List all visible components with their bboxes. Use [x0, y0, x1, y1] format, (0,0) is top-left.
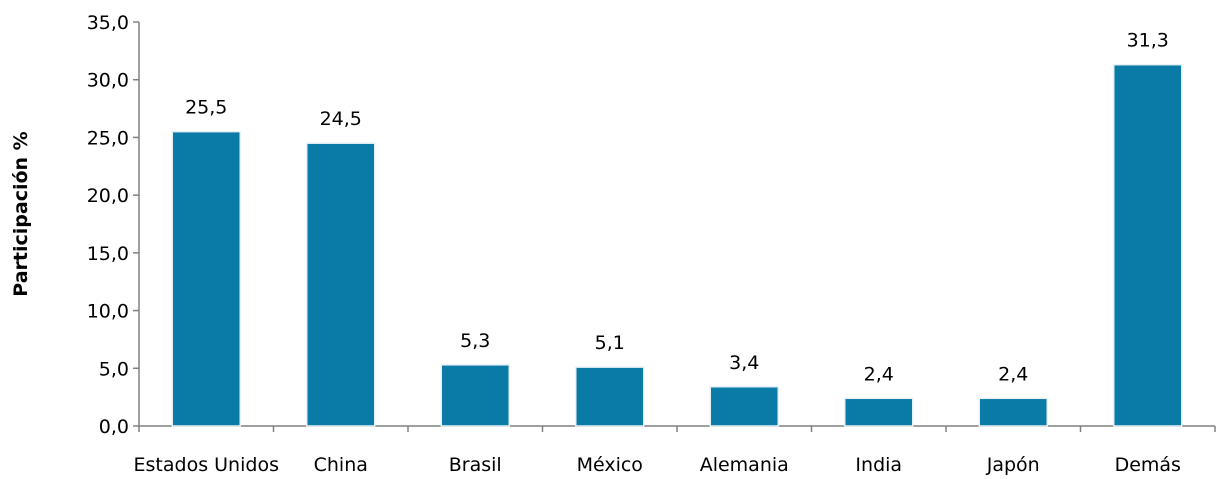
y-axis: 0,0 5,0 10,0 15,0 20,0 25,0 30,0 35,0 [87, 12, 140, 438]
data-label: 5,1 [595, 332, 625, 354]
bar-estados-unidos [171, 130, 241, 427]
y-tick-label: 25,0 [87, 127, 129, 149]
x-tick-label: Demás [1115, 454, 1181, 476]
x-tick-label: China [314, 454, 368, 476]
bar-series [171, 63, 1183, 427]
bar-brasil [440, 364, 510, 427]
y-tick-label: 30,0 [87, 70, 129, 92]
x-tick-label: México [577, 454, 643, 476]
data-label: 2,4 [998, 363, 1028, 385]
data-label: 31,3 [1127, 30, 1169, 52]
y-tick-label: 35,0 [87, 12, 129, 34]
bar-m-xico [575, 366, 645, 427]
y-axis-title: Participación % [10, 131, 32, 296]
x-tick-label: Japón [986, 454, 1040, 476]
data-label: 24,5 [320, 108, 362, 130]
data-label: 3,4 [729, 352, 759, 374]
bar-alemania [709, 386, 779, 427]
bar-china [306, 142, 376, 427]
x-tick-label: Alemania [700, 454, 789, 476]
data-label: 25,5 [185, 97, 227, 119]
data-label: 5,3 [460, 330, 490, 352]
bar-jap-n [978, 397, 1048, 427]
x-tick-label: India [855, 454, 902, 476]
x-tick-label: Estados Unidos [134, 454, 279, 476]
bar-india [844, 397, 914, 427]
data-labels: 25,5 24,5 5,3 5,1 3,4 2,4 2,4 31,3 [185, 30, 1169, 386]
y-tick-label: 15,0 [87, 243, 129, 265]
x-tick-label: Brasil [449, 454, 502, 476]
y-tick-label: 5,0 [99, 358, 129, 380]
y-tick-label: 20,0 [87, 185, 129, 207]
y-tick-label: 0,0 [99, 416, 129, 438]
y-tick-label: 10,0 [87, 301, 129, 323]
bar-dem-s [1113, 63, 1183, 427]
data-label: 2,4 [864, 363, 894, 385]
x-axis: Estados Unidos China Brasil México Alemania I… [134, 425, 1216, 476]
